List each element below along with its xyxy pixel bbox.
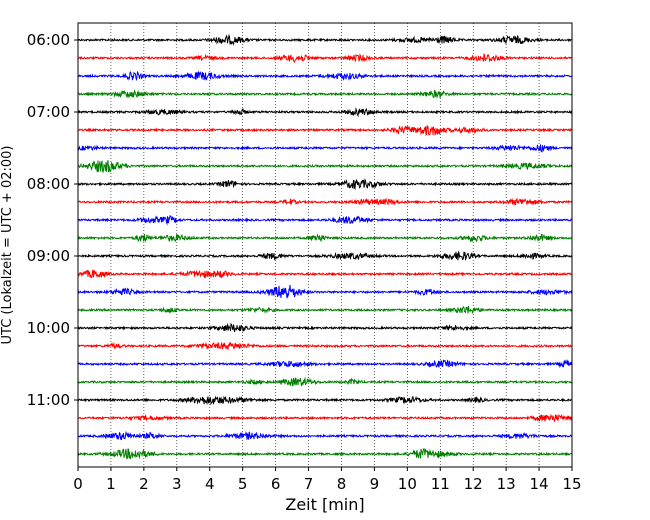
x-tick-label: 14 — [530, 475, 549, 493]
seismic-trace — [77, 305, 573, 314]
seismic-trace — [77, 70, 573, 82]
y-tick-label: 11:00 — [27, 391, 70, 409]
y-tick-label: 06:00 — [27, 31, 70, 49]
seismic-trace — [77, 160, 573, 173]
seismic-trace — [77, 89, 573, 99]
seismic-trace — [77, 447, 573, 460]
seismic-trace — [77, 197, 573, 207]
grid-lines — [110, 23, 540, 467]
seismic-trace — [77, 395, 573, 406]
seismic-trace — [77, 285, 573, 299]
seismic-trace — [77, 322, 573, 333]
seismic-trace — [77, 376, 573, 387]
x-axis-ticks: 0 1 2 3 4 5 6 7 8 9 10 11 12 13 14 15 — [73, 467, 582, 493]
x-tick-label: 5 — [238, 475, 248, 493]
seismic-trace — [77, 233, 573, 243]
x-tick-label: 0 — [73, 475, 83, 493]
seismic-trace — [77, 430, 573, 441]
x-tick-label: 13 — [497, 475, 516, 493]
x-tick-label: 1 — [106, 475, 116, 493]
seismic-traces — [77, 33, 573, 460]
y-tick-label: 10:00 — [27, 319, 70, 337]
x-tick-label: 10 — [398, 475, 417, 493]
seismic-trace — [77, 359, 573, 369]
y-tick-label: 08:00 — [27, 175, 70, 193]
plot-frame — [77, 22, 573, 468]
y-axis-label: UTC (Lokalzeit = UTC + 02:00) — [0, 146, 15, 345]
seismic-trace — [77, 125, 573, 137]
seismic-trace — [77, 215, 573, 226]
x-tick-label: 15 — [562, 475, 581, 493]
seismic-trace — [77, 250, 573, 261]
seismic-trace — [77, 341, 573, 351]
x-tick-label: 9 — [370, 475, 380, 493]
seismic-trace — [77, 53, 573, 64]
x-tick-label: 3 — [172, 475, 182, 493]
x-tick-label: 2 — [139, 475, 149, 493]
seismic-trace — [77, 178, 573, 191]
y-tick-label: 07:00 — [27, 103, 70, 121]
y-tick-label: 09:00 — [27, 247, 70, 265]
seismic-trace — [77, 269, 573, 279]
x-tick-label: 7 — [304, 475, 314, 493]
y-axis-ticks: 06:00 07:00 08:00 09:00 10:00 11:00 — [27, 31, 78, 409]
x-tick-label: 11 — [431, 475, 450, 493]
x-tick-label: 6 — [271, 475, 281, 493]
seismic-trace — [77, 107, 573, 118]
x-tick-label: 8 — [337, 475, 347, 493]
x-tick-label: 12 — [464, 475, 483, 493]
seismic-trace — [77, 33, 573, 46]
x-tick-label: 4 — [205, 475, 215, 493]
seismic-trace — [77, 413, 573, 423]
x-axis-label: Zeit [min] — [285, 495, 364, 514]
seismic-trace — [77, 144, 573, 153]
